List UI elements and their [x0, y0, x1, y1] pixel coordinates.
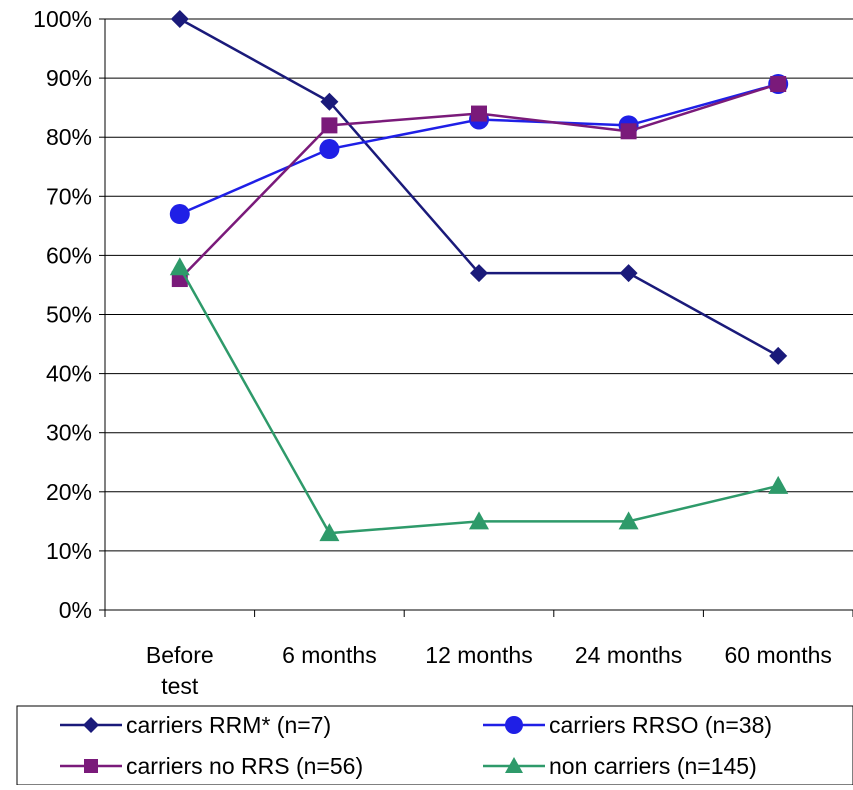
data-point-square — [770, 76, 786, 92]
x-tick-label: 6 months — [282, 642, 377, 668]
series-line — [180, 84, 778, 214]
series-layer — [170, 10, 788, 541]
grid-layer — [105, 19, 853, 551]
legend: carriers RRM* (n=7) carriers RRSO (n=38) c… — [17, 706, 853, 785]
data-point-square — [321, 117, 337, 133]
y-tick-label: 80% — [46, 124, 92, 150]
y-tick-label: 70% — [46, 183, 92, 209]
y-tick-label: 10% — [46, 538, 92, 564]
legend-label: carriers RRSO (n=38) — [549, 712, 772, 738]
data-point-diamond — [620, 264, 638, 282]
series-2 — [170, 74, 788, 224]
x-tick-label: Before test — [146, 642, 214, 699]
legend-marker-circle — [505, 716, 523, 734]
legend-label: carriers RRM* (n=7) — [126, 712, 331, 738]
axis-layer: 0% 10% 20% 30% 40% 50% 60% 70% 80% 90% 100% Before t… — [33, 6, 853, 699]
series-1 — [171, 10, 787, 365]
y-tick-label: 30% — [46, 420, 92, 446]
data-point-square — [471, 106, 487, 122]
data-point-circle — [319, 139, 339, 159]
data-point-square — [621, 123, 637, 139]
x-tick-label: 12 months — [425, 642, 532, 668]
legend-label: non carriers (n=145) — [549, 753, 757, 779]
x-tick-label: 24 months — [575, 642, 682, 668]
data-point-triangle — [170, 257, 190, 275]
y-tick-label: 60% — [46, 242, 92, 268]
series-4 — [170, 257, 788, 541]
y-tick-label: 20% — [46, 479, 92, 505]
y-tick-label: 50% — [46, 302, 92, 328]
y-tick-label: 40% — [46, 361, 92, 387]
data-point-triangle — [768, 476, 788, 494]
y-tick-label: 100% — [33, 6, 92, 32]
legend-marker-square — [84, 759, 98, 773]
legend-label: carriers no RRS (n=56) — [126, 753, 363, 779]
x-tick-label: 60 months — [724, 642, 831, 668]
data-point-circle — [170, 204, 190, 224]
y-tick-label: 0% — [59, 597, 92, 623]
data-point-diamond — [769, 347, 787, 365]
data-point-diamond — [171, 10, 189, 28]
y-tick-label: 90% — [46, 65, 92, 91]
